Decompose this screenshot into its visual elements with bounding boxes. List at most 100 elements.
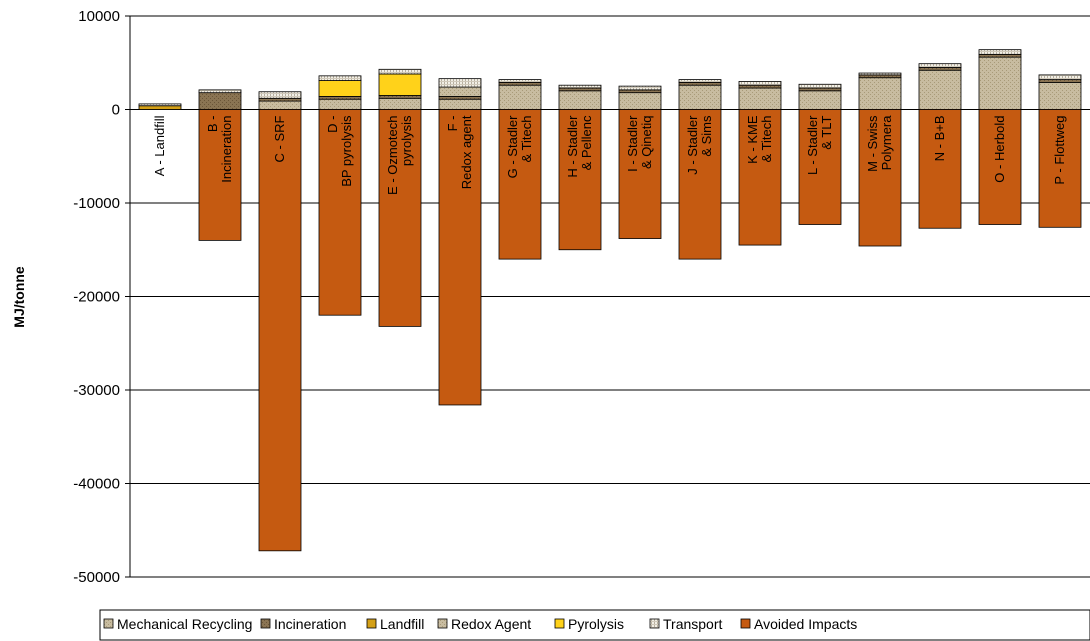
- bar-segment: [378, 109, 422, 327]
- category-label: Redox agent: [459, 115, 474, 189]
- legend-swatch: [366, 618, 377, 629]
- bar-segment: [438, 98, 482, 110]
- bar-segment: [558, 109, 602, 251]
- bar-segment: [318, 75, 362, 81]
- bar-segment: [858, 77, 902, 110]
- y-tick-label: -40000: [73, 476, 120, 493]
- bar-segment: [918, 67, 962, 71]
- bar-segment: [198, 89, 242, 94]
- bar-segment: [258, 109, 302, 552]
- bar-segment: [378, 95, 422, 99]
- category-label: L - Stadler: [805, 115, 820, 175]
- category-label: I - Stadler: [625, 115, 640, 172]
- bar-segment: [978, 56, 1022, 110]
- category-label: K - KME: [745, 115, 760, 164]
- bar-segment: [438, 78, 482, 88]
- category-labels: A - Landfill B - Incineration C - SRF D - BP …: [152, 115, 1067, 195]
- bars: [138, 49, 1082, 552]
- category-label: & Pellenc: [579, 115, 594, 170]
- bar-segment: [498, 109, 542, 260]
- y-tick-label: 10000: [78, 8, 120, 25]
- category-label: C - SRF: [272, 115, 287, 162]
- bar-segment: [498, 84, 542, 110]
- bar-segment: [618, 85, 662, 91]
- bar-segment: [678, 109, 722, 260]
- bar-segment: [738, 109, 782, 246]
- y-tick-label: -20000: [73, 289, 120, 306]
- bar-segment: [138, 103, 182, 107]
- bar-segment: [678, 81, 722, 86]
- bar-segment: [618, 109, 662, 239]
- bar-segment: [618, 92, 662, 110]
- category-label: M - Swiss: [865, 115, 880, 172]
- bar-segment: [318, 109, 362, 316]
- bar-segment: [438, 109, 482, 406]
- bar-segment: [798, 87, 842, 92]
- y-tick-label: -10000: [73, 195, 120, 212]
- y-tick-labels: 10000 0 -10000 -20000 -30000 -40000 -50000: [73, 8, 130, 586]
- bar-segment: [438, 86, 482, 97]
- category-label: & Titech: [519, 116, 534, 163]
- legend-label: Mechanical Recycling: [117, 616, 252, 632]
- category-label: J - Stadler: [685, 115, 700, 175]
- category-label: & Sims: [699, 115, 714, 157]
- category-label: Incineration: [219, 116, 234, 183]
- bar-segment: [318, 98, 362, 110]
- legend-swatch: [260, 618, 271, 629]
- category-label: O - Herbold: [992, 116, 1007, 183]
- legend-label: Transport: [663, 616, 723, 632]
- bar-segment: [978, 49, 1022, 55]
- category-label: & Titech: [759, 116, 774, 163]
- bar-segment: [738, 84, 782, 89]
- bar-segment: [1038, 74, 1082, 80]
- category-label: E - Ozmotech: [385, 116, 400, 195]
- category-label: & Qinetiq: [639, 116, 654, 169]
- bar-segment: [798, 109, 842, 225]
- bar-segment: [438, 96, 482, 100]
- bar-segment: [978, 109, 1022, 225]
- bar-segment: [198, 109, 242, 241]
- bar-segment: [318, 96, 362, 100]
- y-axis-label: MJ/tonne: [11, 266, 27, 328]
- category-label: Polymera: [879, 115, 894, 171]
- bar-segment: [738, 81, 782, 86]
- category-label: B -: [205, 116, 220, 133]
- y-tick-label: 0: [112, 102, 120, 119]
- bar-segment: [378, 73, 422, 96]
- legend-label: Landfill: [380, 616, 424, 632]
- bar-segment: [918, 109, 962, 229]
- bar-segment: [498, 79, 542, 83]
- category-label: pyrolysis: [399, 115, 414, 166]
- category-label: F -: [445, 116, 460, 132]
- bar-segment: [258, 91, 302, 99]
- category-label: & TLT: [819, 115, 834, 149]
- bar-segment: [858, 72, 902, 76]
- bar-segment: [378, 97, 422, 110]
- bar-segment: [798, 90, 842, 110]
- bar-segment: [558, 84, 602, 89]
- legend-swatch: [554, 618, 565, 629]
- bar-segment: [258, 100, 302, 110]
- bar-segment: [258, 97, 302, 102]
- category-label: BP pyrolysis: [339, 115, 354, 187]
- category-label: N - B+B: [932, 116, 947, 162]
- category-label: P - Flottweg: [1052, 116, 1067, 185]
- bar-segment: [858, 74, 902, 79]
- bar-segment: [738, 87, 782, 110]
- legend-swatch: [103, 618, 114, 629]
- legend-label: Incineration: [274, 616, 346, 632]
- bar-segment: [378, 68, 422, 75]
- legend-swatch: [740, 618, 751, 629]
- legend-label: Pyrolysis: [568, 616, 624, 632]
- category-label: H - Stadler: [565, 115, 580, 178]
- bar-segment: [978, 53, 1022, 58]
- bar-segment: [618, 89, 662, 94]
- legend-swatch: [437, 618, 448, 629]
- legend-label: Avoided Impacts: [754, 616, 857, 632]
- bar-segment: [918, 69, 962, 110]
- y-tick-label: -50000: [73, 569, 120, 586]
- bar-segment: [798, 83, 842, 89]
- bar-segment: [1038, 79, 1082, 83]
- bar-segment: [138, 105, 182, 110]
- bar-segment: [678, 84, 722, 110]
